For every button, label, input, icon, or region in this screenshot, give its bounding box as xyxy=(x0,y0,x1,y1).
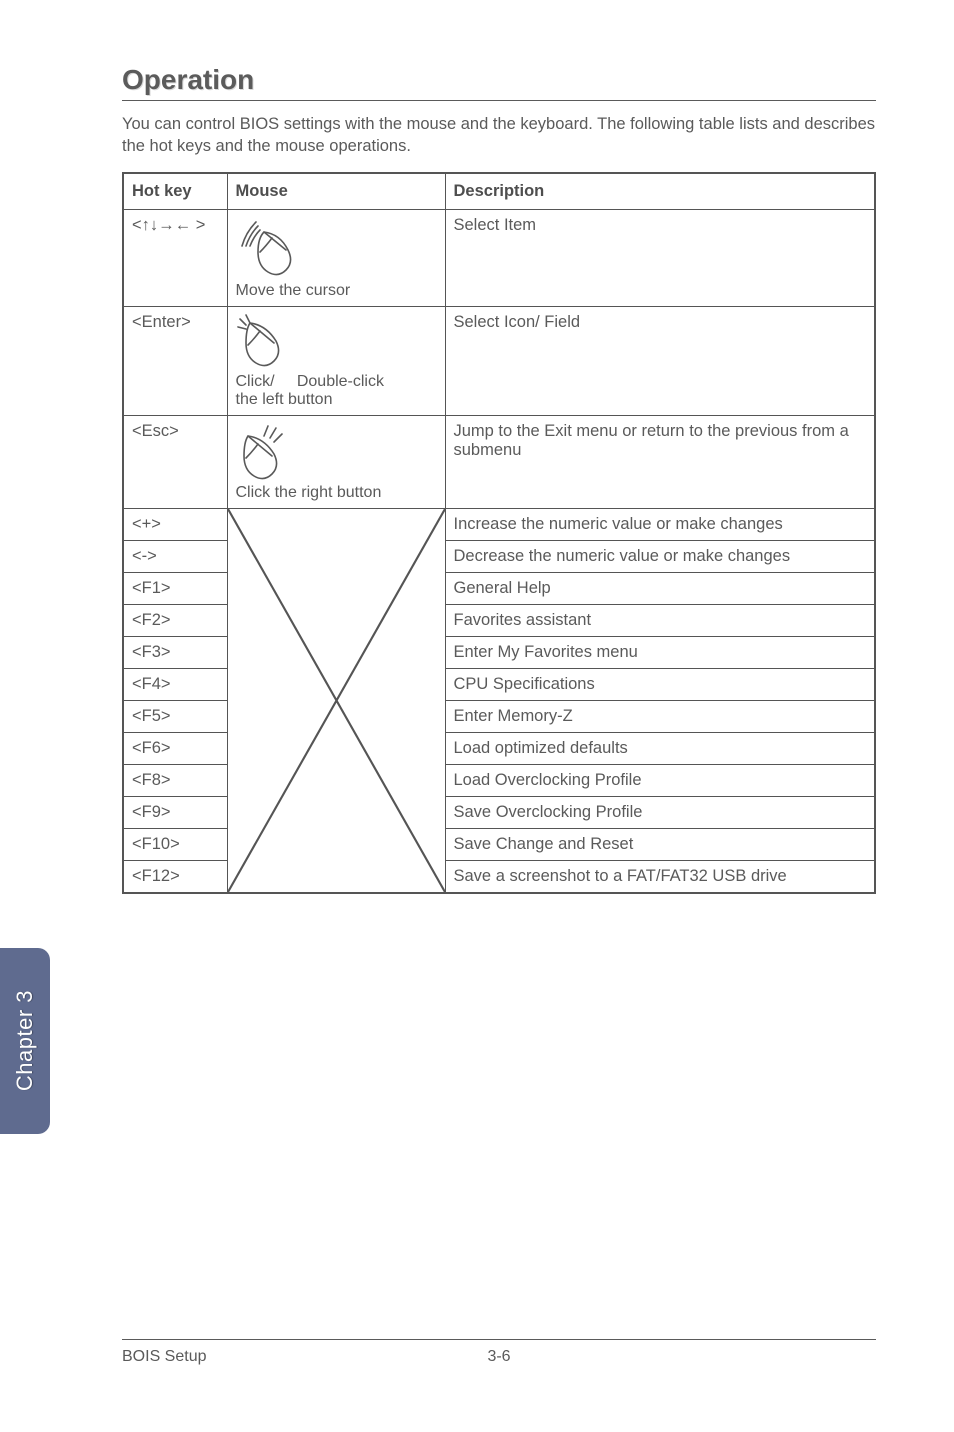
hotkey-cell: <F2> xyxy=(123,604,227,636)
hotkey-cell: <F12> xyxy=(123,860,227,893)
page-footer: BOIS Setup 3-6 xyxy=(122,1339,876,1366)
mouse-caption-part: Click/ xyxy=(236,373,275,390)
mouse-caption: Click the right button xyxy=(236,484,437,502)
hotkey-cell: <F4> xyxy=(123,668,227,700)
hotkey-cell: <Enter> xyxy=(123,306,227,415)
hotkey-cell: <F10> xyxy=(123,828,227,860)
mouse-caption-part: Double-click xyxy=(297,373,384,390)
desc-cell: Save Change and Reset xyxy=(445,828,875,860)
desc-cell: Enter My Favorites menu xyxy=(445,636,875,668)
col-description: Description xyxy=(445,173,875,210)
mouse-caption: Click/ Double-click the left button xyxy=(236,373,437,409)
mouse-cell: Move the cursor xyxy=(227,209,445,306)
section-title: Operation xyxy=(122,64,876,101)
mouse-right-click-icon xyxy=(236,422,437,482)
footer-left: BOIS Setup xyxy=(122,1348,207,1366)
table-row: <+> Increase the numeric value or make c… xyxy=(123,508,875,540)
chapter-tab-label: Chapter 3 xyxy=(12,990,38,1091)
desc-cell: Save a screenshot to a FAT/FAT32 USB dri… xyxy=(445,860,875,893)
hotkey-cell: <F9> xyxy=(123,796,227,828)
hotkey-cell: <F3> xyxy=(123,636,227,668)
mouse-caption-part: the left button xyxy=(236,391,333,408)
hotkey-cell: <F6> xyxy=(123,732,227,764)
mouse-move-icon xyxy=(236,216,437,280)
mouse-caption: Move the cursor xyxy=(236,282,437,300)
desc-cell: CPU Specifications xyxy=(445,668,875,700)
hotkey-cell: <↑↓→← > xyxy=(123,209,227,306)
hotkey-cell: <F5> xyxy=(123,700,227,732)
desc-cell: Select Icon/ Field xyxy=(445,306,875,415)
table-row: <↑↓→← > xyxy=(123,209,875,306)
desc-cell: Save Overclocking Profile xyxy=(445,796,875,828)
desc-cell: General Help xyxy=(445,572,875,604)
table-header-row: Hot key Mouse Description xyxy=(123,173,875,210)
table-row: <Enter> xyxy=(123,306,875,415)
hotkey-cell: <+> xyxy=(123,508,227,540)
desc-cell: Load Overclocking Profile xyxy=(445,764,875,796)
hotkey-cell: <-> xyxy=(123,540,227,572)
hotkey-cell: <F8> xyxy=(123,764,227,796)
table-row: <Esc> xyxy=(123,415,875,508)
desc-cell: Load optimized defaults xyxy=(445,732,875,764)
desc-cell: Favorites assistant xyxy=(445,604,875,636)
desc-cell: Select Item xyxy=(445,209,875,306)
col-hotkey: Hot key xyxy=(123,173,227,210)
footer-page: 3-6 xyxy=(487,1348,510,1366)
intro-text: You can control BIOS settings with the m… xyxy=(122,113,876,158)
desc-cell: Decrease the numeric value or make chang… xyxy=(445,540,875,572)
cross-icon xyxy=(228,509,445,892)
desc-cell: Enter Memory-Z xyxy=(445,700,875,732)
chapter-tab: Chapter 3 xyxy=(0,948,50,1134)
col-mouse: Mouse xyxy=(227,173,445,210)
mouse-cell: Click the right button xyxy=(227,415,445,508)
mouse-left-click-icon xyxy=(236,313,437,371)
hotkey-cell: <F1> xyxy=(123,572,227,604)
desc-cell: Jump to the Exit menu or return to the p… xyxy=(445,415,875,508)
hotkey-cell: <Esc> xyxy=(123,415,227,508)
mouse-cell: Click/ Double-click the left button xyxy=(227,306,445,415)
desc-cell: Increase the numeric value or make chang… xyxy=(445,508,875,540)
hotkeys-table: Hot key Mouse Description <↑↓→← > xyxy=(122,172,876,894)
not-applicable-cell xyxy=(227,508,445,893)
